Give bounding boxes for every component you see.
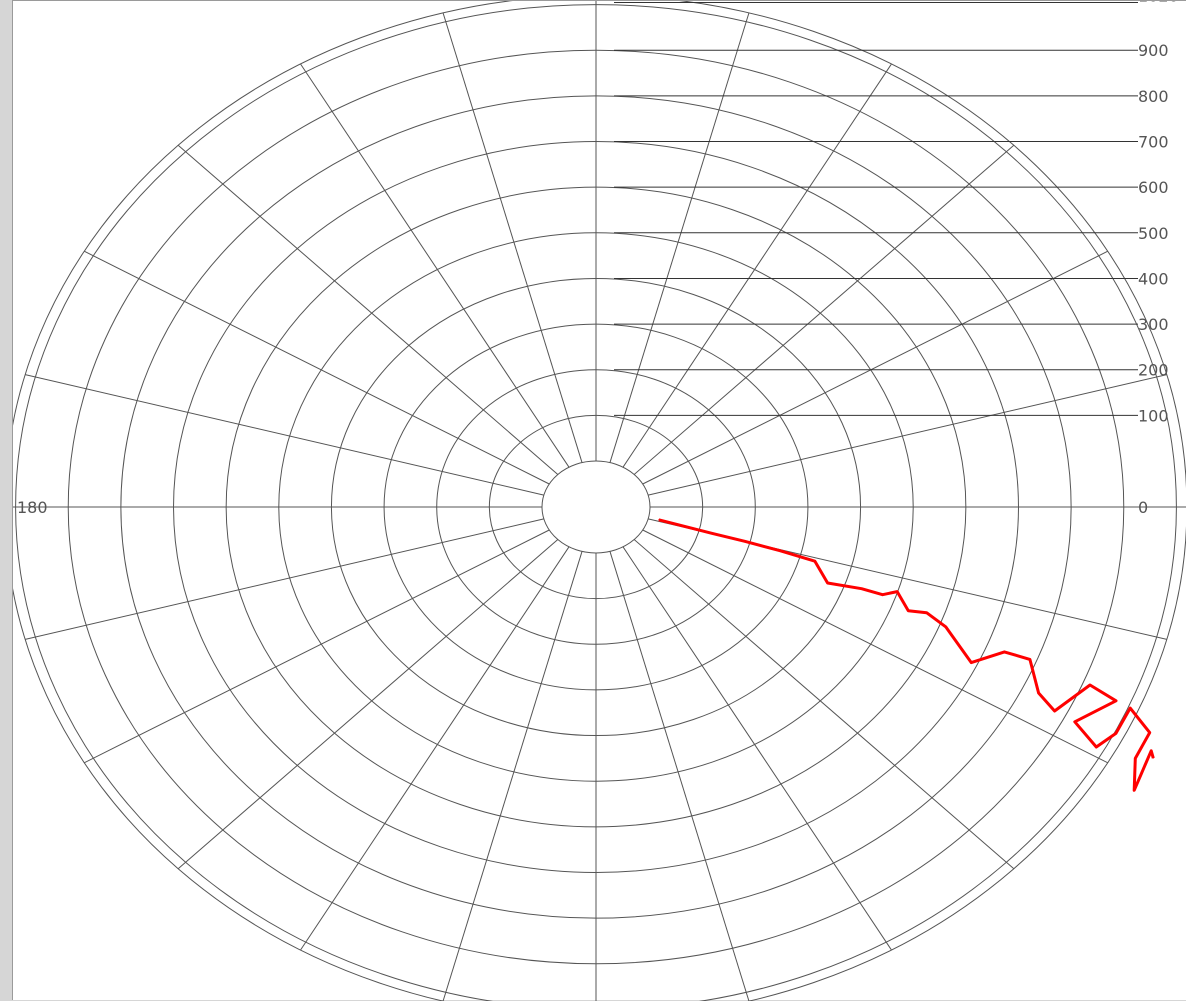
grid-spoke [648,374,1167,496]
series-line [658,518,1155,792]
series-point [1133,789,1135,791]
grid-spoke [642,250,1108,485]
grid-spoke [633,539,1015,870]
series-point [711,532,713,534]
radial-tick-label: 300 [1138,315,1169,334]
series-point [896,591,898,593]
series-point [1134,757,1136,759]
series-point [779,550,781,552]
grid-spoke [609,551,750,1001]
series-point [1054,710,1056,712]
polar-grid [13,1,1186,1001]
series-point [1115,732,1117,734]
series-point [1152,757,1154,759]
series-point [926,612,928,614]
series-point [861,588,863,590]
polar-plot: 0 100 200 300 400 500 600 700 800 900 1020 9027018… [13,1,1186,1001]
radial-tick-label: 700 [1138,133,1169,152]
series-point [1003,651,1005,653]
grid-spoke [84,250,550,485]
series-point [814,560,816,562]
grid-ring-inner [541,460,651,554]
radial-tick-label: 800 [1138,87,1169,106]
series-point [658,519,660,521]
radial-tick-label: 100 [1138,406,1169,425]
series-point [827,582,829,584]
series-point [1074,721,1076,723]
grid-spoke [633,144,1015,475]
radial-tick-label: 200 [1138,361,1169,380]
grid-spoke [25,518,544,640]
grid-spoke [622,63,892,468]
series-layer [658,518,1155,792]
series-point [1095,746,1097,748]
series-point [1089,684,1091,686]
grid-spoke [642,529,1108,764]
grid-spoke [84,529,550,764]
series-point [1129,707,1131,709]
series-point [1038,692,1040,694]
series-point [744,540,746,542]
chart-frame: 0 100 200 300 400 500 600 700 800 900 1020 9027018… [12,0,1186,1001]
grid-spoke [442,551,583,1001]
grid-spoke [609,12,750,463]
series-point [945,626,947,628]
radial-tick-label: 400 [1138,269,1169,288]
radial-tick-label: 1020 [1138,1,1179,5]
radial-tick-label: 900 [1138,41,1169,60]
grid-spoke [177,144,559,475]
series-point [882,594,884,596]
radial-tick-label: 500 [1138,224,1169,243]
grid-spoke [25,374,544,496]
series-point [1150,750,1152,752]
series-point [907,610,909,612]
grid-spoke [300,63,570,468]
angular-label-180: 180 [17,498,48,517]
radial-ticks: 0 100 200 300 400 500 600 700 800 900 1020 [614,1,1179,517]
grid-spoke [177,539,559,870]
radial-tick-label: 0 [1138,498,1148,517]
angular-labels: 90270180 [17,498,48,517]
radial-tick-label: 600 [1138,178,1169,197]
series-point [1149,732,1151,734]
grid-spoke [442,12,583,463]
grid-spoke [300,546,570,951]
series-point [1029,658,1031,660]
series-point [970,662,972,664]
grid-spoke [622,546,892,951]
grid-ring-outer [13,1,1186,1001]
series-point [1115,700,1117,702]
